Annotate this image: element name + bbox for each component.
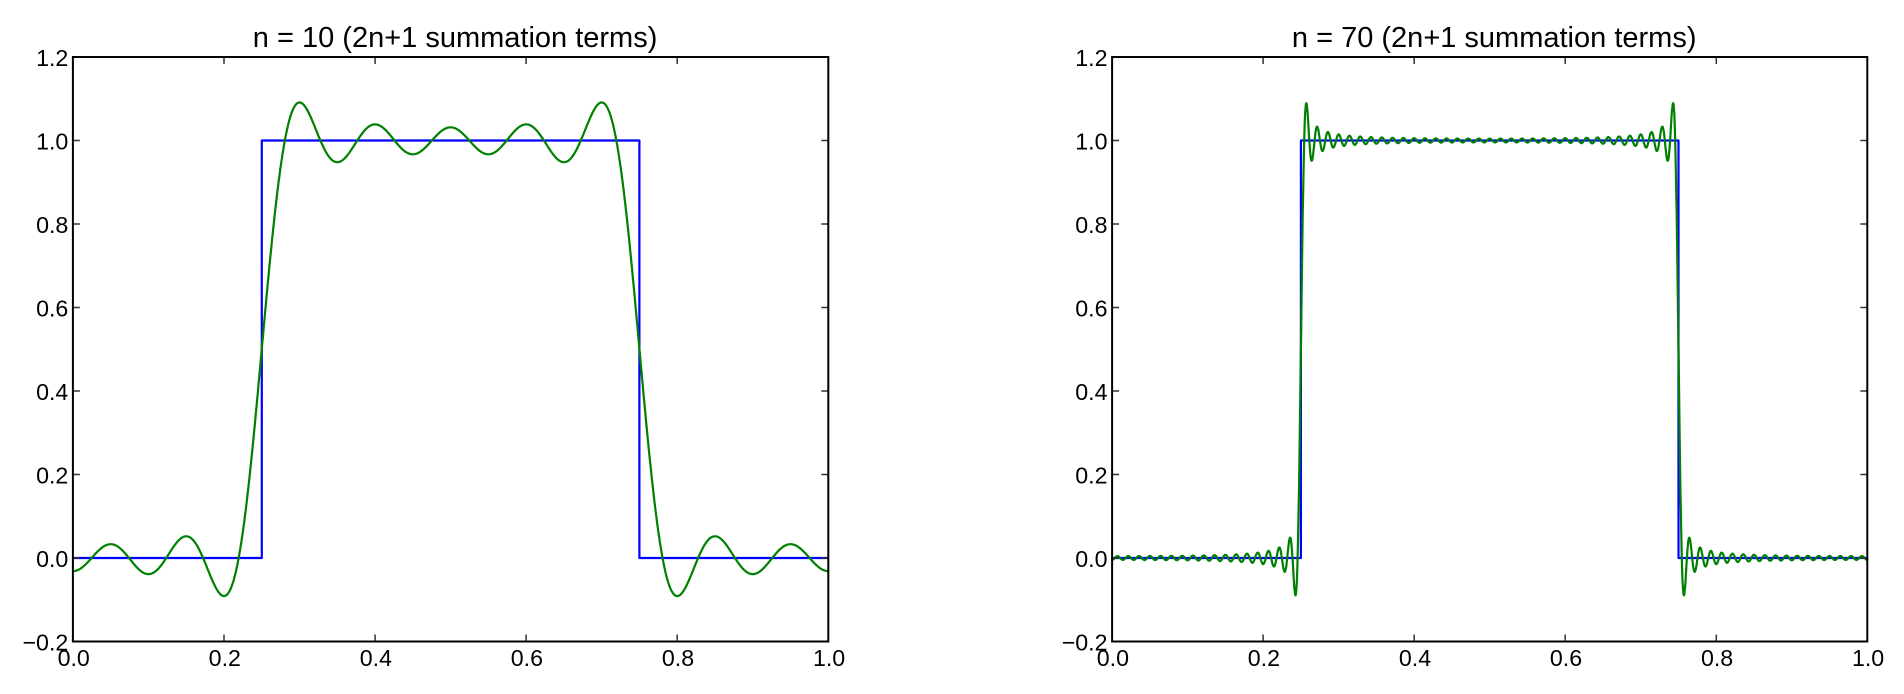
svg-text:0.0: 0.0	[1097, 645, 1129, 671]
svg-text:0.2: 0.2	[209, 645, 241, 671]
svg-text:0.6: 0.6	[1075, 295, 1107, 321]
svg-text:0.4: 0.4	[36, 379, 68, 405]
svg-text:0.8: 0.8	[1075, 212, 1107, 238]
svg-text:0.4: 0.4	[360, 645, 392, 671]
svg-text:0.6: 0.6	[36, 295, 68, 321]
svg-text:0.2: 0.2	[1075, 462, 1107, 488]
svg-text:n = 70 (2n+1 summation terms): n = 70 (2n+1 summation terms)	[1292, 22, 1697, 54]
svg-text:1.0: 1.0	[813, 645, 845, 671]
svg-text:0.6: 0.6	[1550, 645, 1582, 671]
svg-text:0.0: 0.0	[58, 645, 90, 671]
svg-text:0.8: 0.8	[1701, 645, 1733, 671]
svg-text:0.4: 0.4	[1075, 379, 1107, 405]
svg-text:0.8: 0.8	[36, 212, 68, 238]
svg-text:1.0: 1.0	[36, 128, 68, 154]
svg-text:n = 10 (2n+1 summation terms): n = 10 (2n+1 summation terms)	[253, 22, 658, 54]
svg-text:0.4: 0.4	[1399, 645, 1431, 671]
svg-text:1.0: 1.0	[1075, 128, 1107, 154]
svg-text:0.2: 0.2	[1248, 645, 1280, 671]
svg-text:0.8: 0.8	[662, 645, 694, 671]
svg-text:0.6: 0.6	[511, 645, 543, 671]
svg-text:0.0: 0.0	[36, 546, 68, 572]
svg-text:0.2: 0.2	[36, 462, 68, 488]
svg-text:−0.2: −0.2	[23, 629, 69, 655]
svg-text:−0.2: −0.2	[1062, 629, 1108, 655]
svg-text:0.0: 0.0	[1075, 546, 1107, 572]
svg-text:1.2: 1.2	[1075, 45, 1107, 71]
svg-text:1.2: 1.2	[36, 45, 68, 71]
svg-text:1.0: 1.0	[1852, 645, 1884, 671]
